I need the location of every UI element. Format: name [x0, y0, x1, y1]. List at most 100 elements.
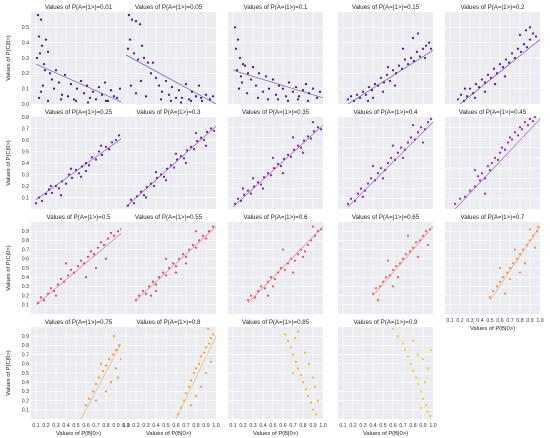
data-point	[39, 18, 43, 21]
data-point	[236, 197, 240, 200]
x-tick-label: 0.7	[92, 423, 99, 429]
x-tick-label: 0.9	[526, 318, 533, 324]
regression-line	[247, 226, 324, 304]
data-point	[41, 84, 45, 87]
data-point	[359, 187, 363, 190]
data-point	[74, 168, 78, 172]
data-point	[301, 381, 305, 384]
data-point	[160, 90, 164, 93]
data-point	[69, 167, 73, 170]
data-point	[161, 271, 165, 274]
data-point	[138, 23, 142, 26]
data-point	[483, 81, 487, 84]
data-point	[181, 253, 185, 256]
data-point	[164, 274, 168, 277]
x-tick-label: 0.6	[279, 423, 286, 429]
data-point	[79, 259, 83, 262]
data-point	[246, 189, 250, 192]
data-point	[44, 38, 48, 41]
data-point	[212, 129, 216, 132]
data-point	[473, 185, 477, 188]
data-point	[370, 89, 374, 92]
panel-title: Values of P(A=|1>)=0.35	[242, 109, 310, 116]
data-point	[311, 376, 315, 379]
x-tick-label: 0.4	[369, 423, 376, 429]
regression-line	[372, 226, 434, 296]
data-point	[74, 99, 78, 103]
data-point	[355, 93, 359, 96]
data-point	[36, 301, 40, 305]
x-tick-label: 0.9	[112, 423, 119, 429]
data-point	[253, 296, 257, 299]
x-tick-label: 0.9	[309, 423, 316, 429]
data-point	[109, 89, 113, 92]
data-point	[386, 259, 390, 262]
x-tick-label: 0.1	[32, 423, 39, 429]
data-point	[346, 202, 350, 206]
data-point	[279, 266, 283, 270]
data-point	[251, 177, 255, 180]
data-point	[296, 144, 300, 147]
data-point	[473, 169, 477, 172]
data-point	[111, 353, 115, 356]
data-point	[264, 75, 268, 78]
data-point	[491, 289, 495, 293]
data-point	[172, 166, 176, 169]
data-point	[94, 399, 98, 402]
data-point	[388, 79, 392, 83]
data-point	[233, 26, 237, 29]
data-point	[528, 239, 532, 242]
data-point	[266, 98, 270, 101]
data-point	[207, 230, 211, 233]
data-point	[480, 172, 484, 175]
data-point	[353, 199, 357, 202]
data-point	[296, 253, 300, 256]
data-point	[77, 172, 81, 175]
data-point	[480, 78, 484, 81]
data-point	[507, 61, 511, 64]
data-point	[415, 50, 419, 54]
data-point	[291, 271, 295, 274]
data-point	[144, 292, 148, 295]
data-point	[316, 399, 320, 402]
data-point	[316, 126, 320, 129]
data-point	[174, 271, 178, 274]
data-point	[346, 98, 350, 101]
data-point	[525, 46, 529, 49]
data-point	[391, 268, 395, 271]
data-point	[267, 87, 271, 90]
data-point	[199, 355, 203, 358]
data-point	[522, 43, 526, 46]
data-point	[144, 196, 148, 199]
data-point	[251, 66, 255, 69]
x-tick-label: 0.1	[339, 423, 346, 429]
data-point	[518, 126, 522, 129]
data-point	[379, 166, 383, 170]
data-point	[107, 148, 111, 151]
data-point	[157, 84, 161, 87]
data-point	[468, 189, 472, 192]
data-point	[498, 280, 502, 283]
data-point	[179, 154, 183, 158]
regression-line	[35, 135, 127, 201]
data-point	[254, 84, 258, 87]
regression-line	[35, 63, 127, 105]
x-tick-label: 0.3	[52, 423, 59, 429]
data-point	[184, 392, 188, 395]
data-point	[87, 397, 91, 400]
x-tick-label: 0.6	[496, 318, 503, 324]
data-point	[414, 376, 418, 379]
data-point	[256, 96, 260, 100]
x-tick-label: 0.8	[192, 423, 199, 429]
data-point	[276, 98, 280, 101]
data-point	[91, 390, 95, 393]
y-tick-label: 0.8	[22, 238, 29, 244]
data-point	[523, 262, 527, 265]
data-point	[69, 268, 73, 271]
data-point	[47, 188, 51, 191]
data-point	[358, 96, 362, 100]
data-point	[423, 381, 427, 384]
panel-title: Values of P(A=|1>)=0.75	[45, 319, 113, 326]
data-point	[531, 119, 535, 123]
x-tick-label: 0.8	[102, 423, 109, 429]
